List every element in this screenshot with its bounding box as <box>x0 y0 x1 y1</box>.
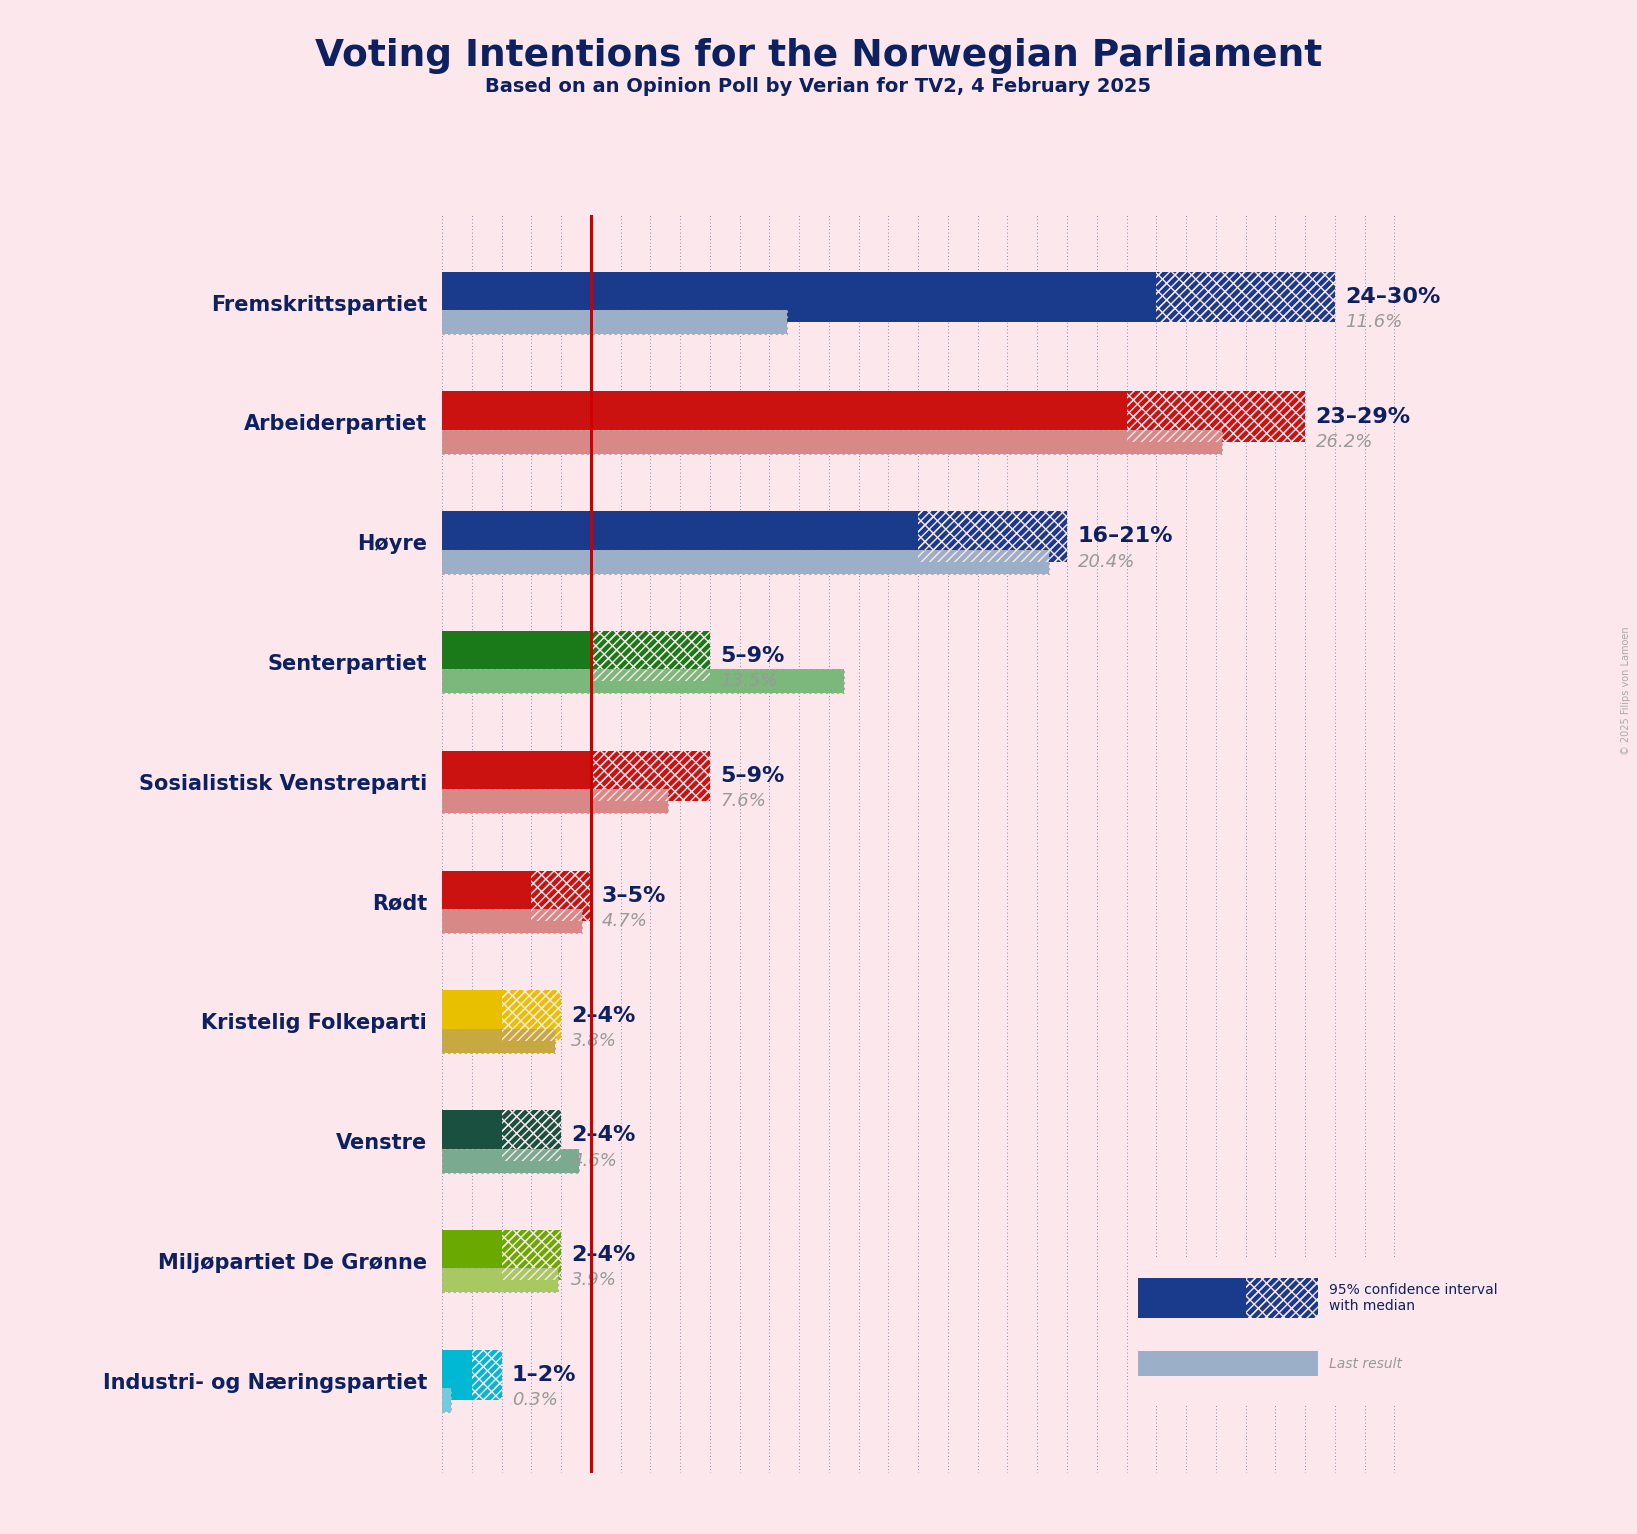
Text: Sosialistisk Venstreparti: Sosialistisk Venstreparti <box>139 773 427 793</box>
Text: © 2025 Filips von Lamoen: © 2025 Filips von Lamoen <box>1621 626 1630 755</box>
Bar <box>501 991 561 1040</box>
Bar <box>442 1029 555 1052</box>
Bar <box>1138 1351 1318 1376</box>
Text: Arbeiderpartiet: Arbeiderpartiet <box>244 414 427 434</box>
Text: 2–4%: 2–4% <box>571 1126 635 1146</box>
Text: Rødt: Rødt <box>372 894 427 914</box>
Text: Last result: Last result <box>1329 1356 1401 1370</box>
Bar <box>442 1388 450 1413</box>
Text: 5–9%: 5–9% <box>720 646 784 666</box>
Text: 3.8%: 3.8% <box>571 1032 617 1049</box>
Bar <box>442 1269 558 1292</box>
Bar <box>442 669 843 693</box>
Bar <box>591 750 710 801</box>
Text: 23–29%: 23–29% <box>1316 407 1411 426</box>
Text: 7.6%: 7.6% <box>720 792 766 810</box>
Text: Høyre: Høyre <box>357 534 427 554</box>
Bar <box>442 1149 579 1172</box>
Bar <box>442 549 1049 574</box>
Bar <box>591 630 710 681</box>
Bar <box>442 788 668 813</box>
Bar <box>442 1149 579 1172</box>
Bar <box>442 1111 501 1161</box>
Bar <box>471 1350 501 1401</box>
Text: 1–2%: 1–2% <box>512 1365 576 1385</box>
Bar <box>471 1350 501 1401</box>
Bar <box>501 1230 561 1281</box>
Text: Kristelig Folkeparti: Kristelig Folkeparti <box>201 1014 427 1034</box>
Bar <box>532 871 591 920</box>
Text: 0.3%: 0.3% <box>512 1391 558 1410</box>
Bar <box>442 511 918 561</box>
Bar <box>1126 391 1305 442</box>
Bar <box>532 871 591 920</box>
Text: Fremskrittspartiet: Fremskrittspartiet <box>211 295 427 314</box>
Text: 20.4%: 20.4% <box>1077 552 1134 571</box>
Bar <box>442 1029 555 1052</box>
Bar <box>918 511 1067 561</box>
Text: 2–4%: 2–4% <box>571 1006 635 1026</box>
Text: Venstre: Venstre <box>336 1134 427 1154</box>
Bar <box>1246 1278 1318 1318</box>
Text: 3.9%: 3.9% <box>571 1272 617 1290</box>
Bar <box>442 1230 501 1281</box>
Bar <box>442 310 787 334</box>
Bar <box>442 991 501 1040</box>
Text: Senterpartiet: Senterpartiet <box>267 653 427 673</box>
Bar <box>442 1350 471 1401</box>
Text: 2–4%: 2–4% <box>571 1246 635 1266</box>
Text: 5–9%: 5–9% <box>720 765 784 785</box>
Bar <box>501 1111 561 1161</box>
Bar <box>918 511 1067 561</box>
Bar <box>501 1230 561 1281</box>
Bar <box>442 549 1049 574</box>
Bar <box>1246 1278 1318 1318</box>
Bar <box>1156 272 1334 322</box>
Bar <box>591 630 710 681</box>
Bar <box>442 669 843 693</box>
Bar <box>442 788 668 813</box>
Bar <box>442 630 591 681</box>
Bar <box>442 750 591 801</box>
Text: 4.6%: 4.6% <box>571 1152 617 1169</box>
Text: Voting Intentions for the Norwegian Parliament: Voting Intentions for the Norwegian Parl… <box>314 38 1323 74</box>
Text: 95% confidence interval
with median: 95% confidence interval with median <box>1329 1282 1498 1313</box>
Bar <box>501 1111 561 1161</box>
Text: 26.2%: 26.2% <box>1316 433 1373 451</box>
Bar <box>1126 391 1305 442</box>
Text: Based on an Opinion Poll by Verian for TV2, 4 February 2025: Based on an Opinion Poll by Verian for T… <box>486 77 1151 95</box>
Bar <box>442 310 787 334</box>
Bar <box>591 750 710 801</box>
Bar <box>442 871 532 920</box>
Text: 3–5%: 3–5% <box>601 885 666 905</box>
Bar <box>501 991 561 1040</box>
Text: 13.5%: 13.5% <box>720 672 778 690</box>
Bar <box>1138 1278 1246 1318</box>
Text: 4.7%: 4.7% <box>601 913 647 930</box>
Bar <box>442 910 581 933</box>
Bar <box>442 910 581 933</box>
Bar <box>442 391 1126 442</box>
Text: Miljøpartiet De Grønne: Miljøpartiet De Grønne <box>159 1253 427 1273</box>
Bar <box>442 430 1221 454</box>
Bar <box>442 1269 558 1292</box>
Bar <box>442 1388 450 1413</box>
Bar <box>442 272 1156 322</box>
Bar <box>442 430 1221 454</box>
Text: 16–21%: 16–21% <box>1077 526 1174 546</box>
Text: 24–30%: 24–30% <box>1346 287 1441 307</box>
Bar <box>1156 272 1334 322</box>
Text: Industri- og Næringspartiet: Industri- og Næringspartiet <box>103 1373 427 1393</box>
Text: 11.6%: 11.6% <box>1346 313 1403 331</box>
